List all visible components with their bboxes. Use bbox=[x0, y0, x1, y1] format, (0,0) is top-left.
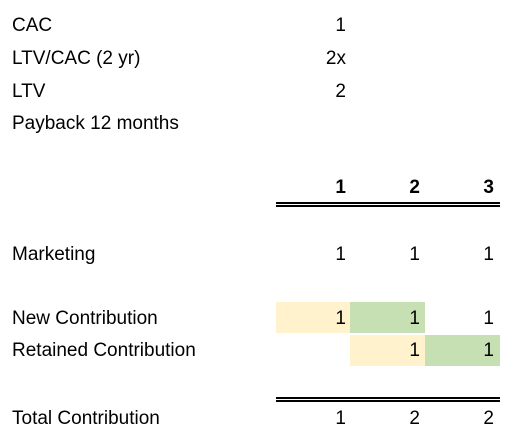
retained-contribution-value-1[interactable] bbox=[300, 339, 346, 363]
ltv-cac-label[interactable]: LTV/CAC (2 yr) bbox=[12, 48, 141, 69]
retained-contribution-value-2[interactable]: 1 bbox=[409, 340, 420, 361]
total-contribution-value-3[interactable]: 2 bbox=[483, 408, 494, 429]
new-contribution-cell-1-highlight bbox=[276, 302, 350, 333]
new-contribution-cell-2-highlight bbox=[350, 302, 425, 333]
marketing-label[interactable]: Marketing bbox=[12, 244, 96, 265]
marketing-value-1[interactable]: 1 bbox=[335, 244, 346, 265]
new-contribution-value-3[interactable]: 1 bbox=[483, 308, 494, 329]
new-contribution-label[interactable]: New Contribution bbox=[12, 308, 158, 329]
cac-label[interactable]: CAC bbox=[12, 15, 53, 36]
retained-contribution-cell-3-highlight bbox=[425, 335, 500, 366]
new-contribution-value-2[interactable]: 1 bbox=[409, 308, 420, 329]
payback-label[interactable]: Payback 12 months bbox=[12, 113, 179, 134]
marketing-value-2[interactable]: 1 bbox=[409, 244, 420, 265]
period-header-3[interactable]: 3 bbox=[483, 177, 494, 198]
total-contribution-value-1[interactable]: 1 bbox=[335, 408, 346, 429]
header-double-underline bbox=[276, 202, 500, 207]
ltv-cac-value[interactable]: 2x bbox=[325, 48, 346, 69]
total-contribution-label[interactable]: Total Contribution bbox=[12, 408, 160, 429]
retained-contribution-label[interactable]: Retained Contribution bbox=[12, 340, 196, 361]
period-header-2[interactable]: 2 bbox=[409, 177, 420, 198]
ltv-label[interactable]: LTV bbox=[12, 81, 46, 102]
cac-value[interactable]: 1 bbox=[335, 15, 346, 36]
new-contribution-value-1[interactable]: 1 bbox=[335, 308, 346, 329]
marketing-value-3[interactable]: 1 bbox=[483, 244, 494, 265]
total-contribution-value-2[interactable]: 2 bbox=[409, 408, 420, 429]
period-header-1[interactable]: 1 bbox=[335, 177, 346, 198]
retained-contribution-cell-2-highlight bbox=[350, 335, 425, 366]
total-double-overline bbox=[276, 397, 500, 402]
ltv-value[interactable]: 2 bbox=[335, 81, 346, 102]
retained-contribution-value-3[interactable]: 1 bbox=[483, 340, 494, 361]
